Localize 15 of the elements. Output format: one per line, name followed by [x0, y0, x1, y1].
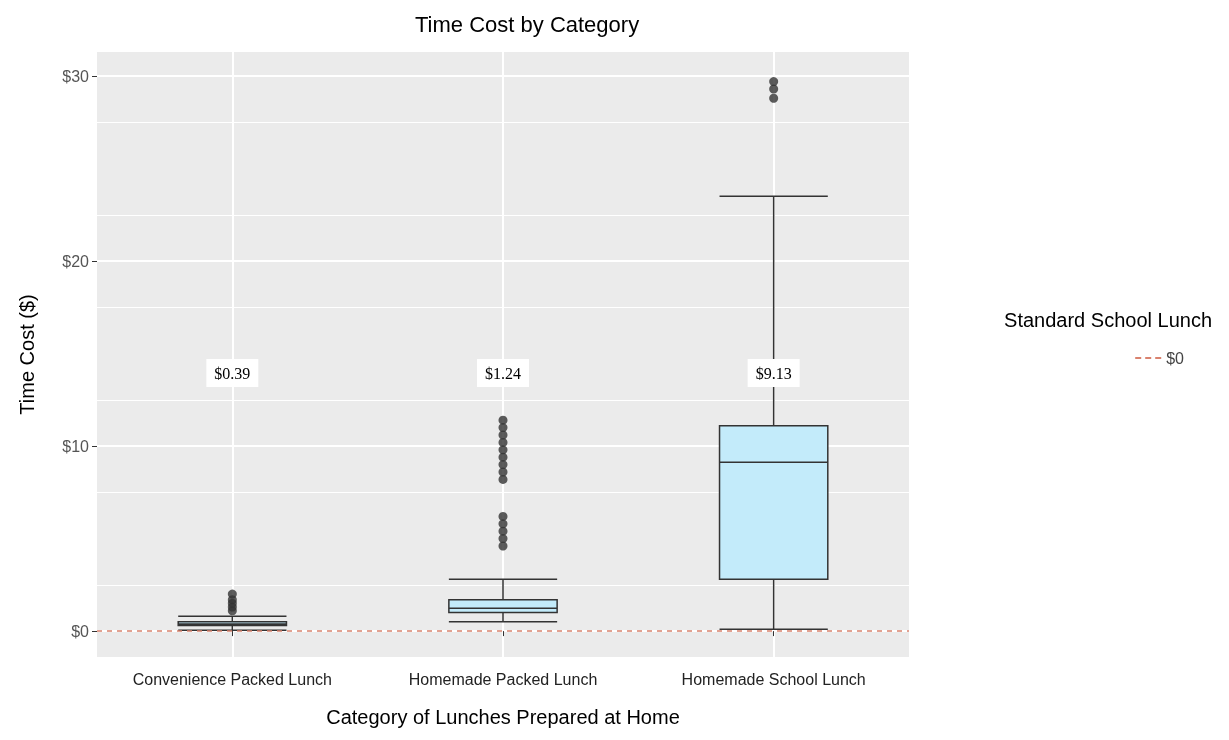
annotation: $9.13	[755, 364, 792, 382]
annotation: $0.39	[214, 364, 251, 382]
y-axis-title: Time Cost ($)	[16, 294, 38, 415]
legend-label: $0	[1166, 349, 1185, 367]
y-tick-label: $10	[62, 437, 90, 455]
chart-title: Time Cost by Category	[415, 11, 640, 37]
x-tick-label: Convenience Packed Lunch	[132, 670, 332, 688]
y-tick-label: $30	[62, 67, 90, 85]
x-tick-label: Homemade School Lunch	[681, 670, 866, 688]
y-tick-label: $20	[62, 252, 90, 270]
x-tick-label: Homemade Packed Lunch	[408, 670, 598, 688]
legend-title: Standard School Lunch	[1004, 309, 1213, 331]
annotation: $1.24	[485, 364, 521, 382]
y-tick-label: $0	[71, 622, 90, 640]
x-axis-title: Category of Lunches Prepared at Home	[326, 706, 680, 728]
